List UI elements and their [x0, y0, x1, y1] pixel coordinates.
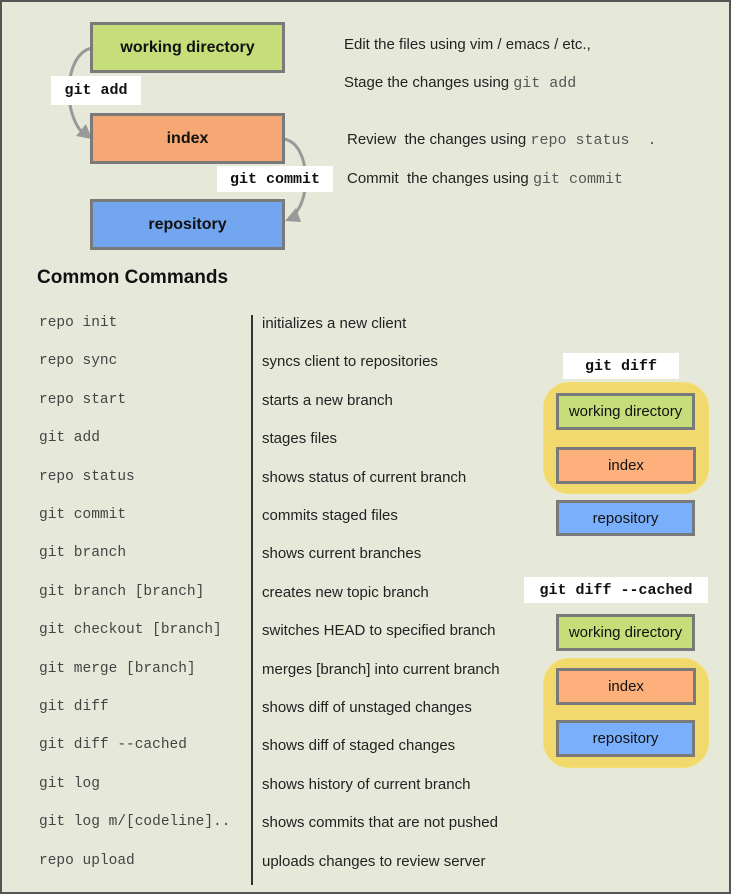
command-description: uploads changes to review server	[262, 852, 486, 870]
command-name: repo sync	[39, 353, 118, 370]
git-diff-cached-label: git diff --cached	[524, 577, 708, 603]
git-commit-label: git commit	[217, 166, 333, 192]
command-row: repo sync syncs client to repositories	[2, 353, 522, 373]
note-code: git add	[513, 75, 577, 92]
git-commit-arrowhead	[285, 208, 301, 222]
command-row: repo init initializes a new client	[2, 315, 522, 335]
command-name: git add	[39, 430, 100, 447]
command-name: git merge [branch]	[39, 660, 196, 677]
command-name: repo start	[39, 391, 127, 408]
command-description: starts a new branch	[262, 391, 393, 409]
note-text: Edit the files using vim / emacs / etc.,	[344, 36, 591, 53]
command-name: repo upload	[39, 852, 135, 869]
cached-working-directory-box: working directory	[556, 614, 695, 651]
note-text: Commit the changes using	[347, 170, 533, 187]
column-divider	[251, 315, 253, 885]
diff-index-box: index	[556, 447, 696, 484]
command-row: git log m/[codeline].. shows commits that…	[2, 814, 522, 834]
repository-box: repository	[90, 199, 285, 250]
index-box: index	[90, 113, 285, 164]
command-description: shows history of current branch	[262, 775, 471, 793]
command-row: repo start starts a new branch	[2, 392, 522, 412]
command-name: git log m/[codeline]..	[39, 814, 231, 831]
command-name: git commit	[39, 507, 127, 523]
command-row: git log shows history of current branch	[2, 776, 522, 796]
command-description: shows status of current branch	[262, 468, 467, 486]
common-commands-heading: Common Commands	[37, 267, 229, 288]
command-row: git checkout [branch] switches HEAD to sp…	[2, 622, 522, 642]
command-row: git branch shows current branches	[2, 545, 522, 565]
cached-index-box: index	[556, 668, 696, 705]
git-add-arrowhead	[76, 124, 92, 139]
command-description: syncs client to repositories	[262, 353, 438, 371]
command-description: shows diff of unstaged changes	[262, 699, 472, 716]
command-description: shows diff of staged changes	[262, 737, 456, 755]
git-add-label: git add	[51, 76, 141, 105]
command-description: commits staged files	[262, 507, 398, 524]
command-name: git diff	[39, 699, 109, 715]
note-code: git commit	[532, 171, 623, 188]
note-text: Review the changes using	[347, 131, 531, 148]
diff-repository-box: repository	[556, 500, 695, 536]
git-diff-label: git diff	[563, 353, 679, 379]
command-description: creates new topic branch	[262, 583, 429, 601]
command-row: git branch [branch] creates new topic bra…	[2, 584, 522, 604]
command-row: repo upload uploads changes to review ser…	[2, 853, 522, 873]
working-directory-box: working directory	[90, 22, 285, 73]
diff-working-directory-box: working directory	[556, 393, 695, 430]
command-name: git checkout [branch]	[39, 622, 222, 639]
note-edit: Edit the files using vim / emacs / etc.,	[344, 36, 591, 53]
command-row: git add stages files	[2, 430, 522, 450]
note-stage: Stage the changes using git add	[344, 74, 576, 92]
note-review: Review the changes using repo status .	[347, 131, 656, 149]
command-row: git merge [branch] merges [branch] into c…	[2, 661, 522, 681]
command-row: git diff shows diff of unstaged changes	[2, 699, 522, 719]
command-description: initializes a new client	[262, 315, 407, 332]
command-name: repo init	[39, 315, 118, 331]
command-name: repo status	[39, 468, 135, 485]
command-name: git branch	[39, 545, 127, 562]
command-description: shows commits that are not pushed	[262, 814, 498, 832]
cached-repository-box: repository	[556, 720, 695, 757]
command-row: git diff --cached shows diff of staged ch…	[2, 737, 522, 757]
command-description: shows current branches	[262, 545, 422, 563]
command-name: git diff --cached	[39, 737, 187, 754]
note-commit: Commit the changes using git commit	[347, 170, 623, 188]
note-text: Stage the changes using	[344, 74, 514, 91]
note-code: repo status .	[530, 132, 657, 149]
command-description: stages files	[262, 430, 338, 448]
command-row: git commit commits staged files	[2, 507, 522, 527]
command-row: repo status shows status of current branc…	[2, 469, 522, 489]
command-name: git log	[39, 775, 100, 792]
command-name: git branch [branch]	[39, 583, 205, 600]
command-description: switches HEAD to specified branch	[262, 622, 496, 640]
command-description: merges [branch] into current branch	[262, 660, 500, 678]
